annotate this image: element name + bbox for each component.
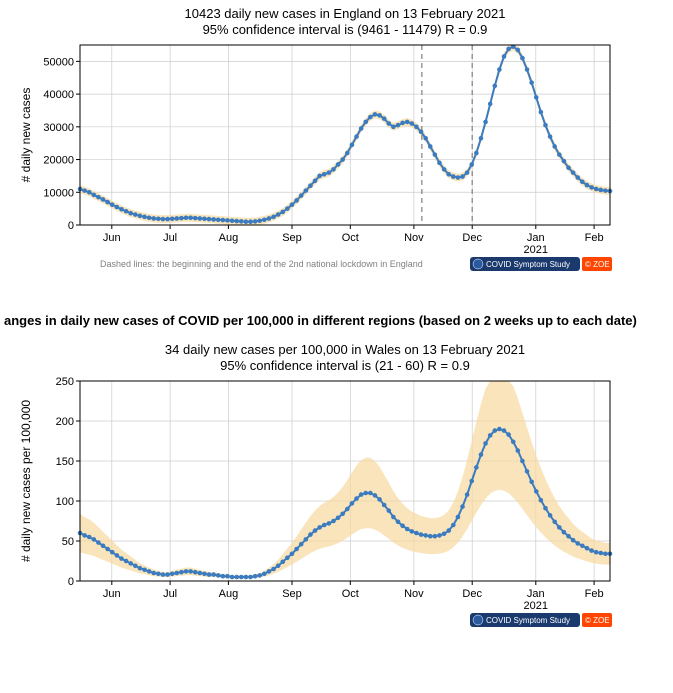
svg-text:2021: 2021: [524, 244, 548, 256]
svg-text:10423 daily new cases in Engla: 10423 daily new cases in England on 13 F…: [185, 6, 506, 21]
svg-text:Dashed lines: the beginning an: Dashed lines: the beginning and the end …: [100, 259, 423, 269]
svg-text:30000: 30000: [43, 122, 74, 134]
svg-text:250: 250: [56, 376, 74, 388]
svg-text:COVID Symptom Study: COVID Symptom Study: [486, 260, 570, 269]
svg-text:2021: 2021: [524, 600, 548, 612]
svg-text:Sep: Sep: [282, 232, 302, 244]
svg-text:Jan: Jan: [527, 232, 545, 244]
england-chart: 10423 daily new cases in England on 13 F…: [0, 0, 630, 300]
svg-text:Nov: Nov: [404, 232, 424, 244]
svg-text:COVID Symptom Study: COVID Symptom Study: [486, 616, 570, 625]
wales-chart: 34 daily new cases per 100,000 in Wales …: [0, 336, 630, 636]
england-chart-container: 10423 daily new cases in England on 13 F…: [0, 0, 673, 305]
svg-text:20000: 20000: [43, 155, 74, 167]
svg-text:Aug: Aug: [219, 588, 239, 600]
svg-text:Sep: Sep: [282, 588, 302, 600]
svg-text:Jul: Jul: [163, 232, 177, 244]
svg-text:40000: 40000: [43, 89, 74, 101]
wales-chart-container: 34 daily new cases per 100,000 in Wales …: [0, 336, 673, 641]
svg-text:50: 50: [62, 536, 74, 548]
svg-text:# daily new cases: # daily new cases: [19, 88, 33, 183]
svg-text:100: 100: [56, 496, 74, 508]
section-heading: anges in daily new cases of COVID per 10…: [0, 305, 673, 336]
svg-text:150: 150: [56, 456, 74, 468]
svg-text:© ZOE: © ZOE: [585, 260, 610, 269]
svg-text:Oct: Oct: [342, 588, 359, 600]
svg-text:Jun: Jun: [103, 588, 121, 600]
svg-text:200: 200: [56, 416, 74, 428]
svg-text:95% confidence interval is (94: 95% confidence interval is (9461 - 11479…: [203, 22, 488, 37]
svg-text:Feb: Feb: [585, 588, 604, 600]
svg-text:Dec: Dec: [462, 232, 482, 244]
svg-text:0: 0: [68, 576, 74, 588]
svg-text:© ZOE: © ZOE: [585, 616, 610, 625]
svg-text:34 daily new cases per 100,000: 34 daily new cases per 100,000 in Wales …: [165, 342, 525, 357]
svg-text:# daily new cases per 100,000: # daily new cases per 100,000: [19, 400, 33, 562]
svg-text:Nov: Nov: [404, 588, 424, 600]
svg-text:50000: 50000: [43, 56, 74, 68]
svg-text:Jul: Jul: [163, 588, 177, 600]
svg-text:0: 0: [68, 220, 74, 232]
svg-text:Feb: Feb: [585, 232, 604, 244]
svg-text:Dec: Dec: [462, 588, 482, 600]
svg-text:Aug: Aug: [219, 232, 239, 244]
svg-text:10000: 10000: [43, 187, 74, 199]
svg-text:Oct: Oct: [342, 232, 359, 244]
svg-text:Jun: Jun: [103, 232, 121, 244]
svg-text:Jan: Jan: [527, 588, 545, 600]
svg-text:95% confidence interval is (21: 95% confidence interval is (21 - 60) R =…: [220, 358, 470, 373]
